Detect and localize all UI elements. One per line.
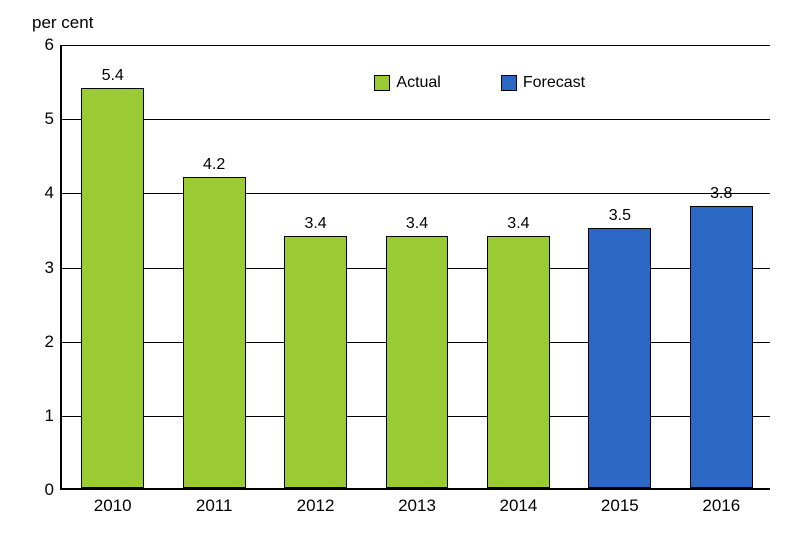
bar: 4.2	[183, 177, 246, 489]
y-tick-label: 0	[45, 480, 62, 500]
x-tick-label: 2012	[297, 488, 335, 516]
legend: Actual Forecast	[374, 74, 585, 92]
bar: 3.8	[690, 206, 753, 488]
y-tick-label: 3	[45, 258, 62, 278]
x-tick-label: 2016	[702, 488, 740, 516]
x-tick-label: 2015	[601, 488, 639, 516]
y-tick-label: 2	[45, 332, 62, 352]
gridline	[62, 193, 770, 194]
bar-value-label: 3.4	[507, 215, 529, 233]
bar: 3.4	[386, 236, 449, 488]
y-axis-title: per cent	[32, 13, 93, 33]
legend-swatch	[501, 75, 517, 91]
gridline	[62, 119, 770, 120]
plot-area: ActualForecast 01234565.420104.220113.42…	[60, 45, 770, 490]
bar: 3.4	[284, 236, 347, 488]
bar: 3.4	[487, 236, 550, 488]
legend-swatch	[374, 75, 390, 91]
bar: 5.4	[81, 88, 144, 489]
bar-chart: per cent ActualForecast 01234565.420104.…	[0, 0, 800, 533]
legend-item: Actual	[374, 74, 440, 92]
x-tick-label: 2014	[500, 488, 538, 516]
bar-value-label: 3.4	[406, 215, 428, 233]
bar-value-label: 3.5	[609, 207, 631, 225]
x-tick-label: 2010	[94, 488, 132, 516]
x-tick-label: 2011	[196, 488, 233, 516]
bar: 3.5	[588, 228, 651, 488]
y-tick-label: 4	[45, 183, 62, 203]
bar-value-label: 5.4	[102, 67, 124, 85]
bar-value-label: 3.8	[710, 185, 732, 203]
legend-label: Actual	[396, 74, 440, 92]
x-tick-label: 2013	[398, 488, 436, 516]
legend-item: Forecast	[501, 74, 585, 92]
bar-value-label: 3.4	[304, 215, 326, 233]
legend-label: Forecast	[523, 74, 585, 92]
bar-value-label: 4.2	[203, 156, 225, 174]
y-tick-label: 5	[45, 109, 62, 129]
gridline	[62, 45, 770, 46]
y-tick-label: 6	[45, 35, 62, 55]
y-tick-label: 1	[45, 406, 62, 426]
